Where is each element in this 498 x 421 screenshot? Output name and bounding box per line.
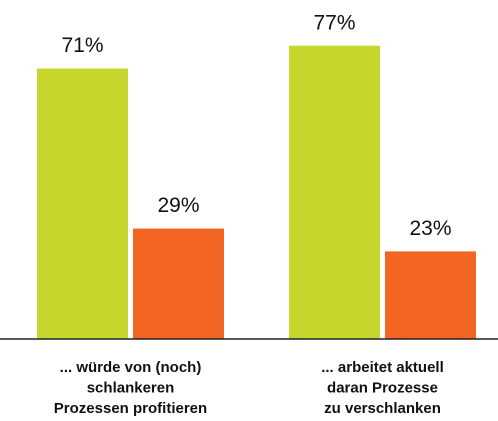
category-label: schlankeren [87, 379, 175, 396]
category-label: zu verschlanken [324, 400, 441, 417]
category-label: ... würde von (noch) [60, 359, 202, 376]
value-label: 77% [313, 11, 355, 34]
category-label: daran Prozesse [327, 379, 438, 396]
bar [289, 45, 380, 340]
category-label: Prozessen profitieren [54, 400, 207, 417]
category-label: ... arbeitet aktuell [321, 359, 444, 376]
bar [37, 68, 128, 339]
value-label: 29% [157, 194, 199, 217]
bar [133, 228, 224, 339]
value-label: 71% [61, 34, 103, 57]
value-label: 23% [409, 217, 451, 240]
bar [385, 251, 476, 339]
